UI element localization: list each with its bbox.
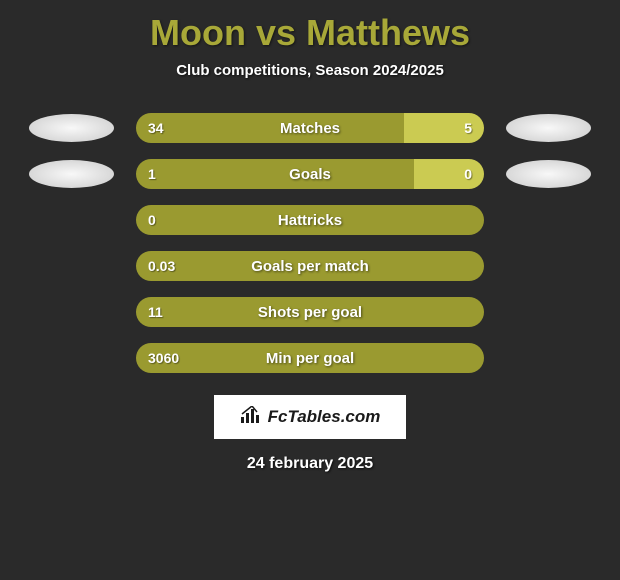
player-badge-left <box>29 114 114 142</box>
stat-value-left: 3060 <box>136 343 484 373</box>
stat-row: 0.03Goals per match <box>0 251 620 281</box>
stat-value-left: 34 <box>136 113 404 143</box>
player-badge-right <box>506 114 591 142</box>
stat-value-right: 5 <box>404 113 484 143</box>
stat-bar: 10Goals <box>136 159 484 189</box>
stat-row: 3060Min per goal <box>0 343 620 373</box>
logo-text: FcTables.com <box>268 407 381 427</box>
stat-bar: 0.03Goals per match <box>136 251 484 281</box>
stat-bar: 3060Min per goal <box>136 343 484 373</box>
chart-icon <box>240 406 262 429</box>
stat-value-right: 0 <box>414 159 484 189</box>
page-subtitle: Club competitions, Season 2024/2025 <box>0 62 620 79</box>
stat-value-left: 0.03 <box>136 251 484 281</box>
stat-bar: 11Shots per goal <box>136 297 484 327</box>
stat-row: 11Shots per goal <box>0 297 620 327</box>
player-badge-left <box>29 160 114 188</box>
stat-bar: 345Matches <box>136 113 484 143</box>
stats-container: 345Matches 10Goals 0Hattricks 0.03Goals per… <box>0 113 620 373</box>
stat-row: 10Goals <box>0 159 620 189</box>
stat-value-left: 11 <box>136 297 484 327</box>
stat-bar: 0Hattricks <box>136 205 484 235</box>
stat-value-left: 1 <box>136 159 414 189</box>
player-badge-right <box>506 160 591 188</box>
logo-box: FcTables.com <box>214 395 406 439</box>
stat-value-left: 0 <box>136 205 484 235</box>
date-text: 24 february 2025 <box>0 455 620 473</box>
page-title: Moon vs Matthews <box>0 0 620 54</box>
stat-row: 0Hattricks <box>0 205 620 235</box>
stat-row: 345Matches <box>0 113 620 143</box>
